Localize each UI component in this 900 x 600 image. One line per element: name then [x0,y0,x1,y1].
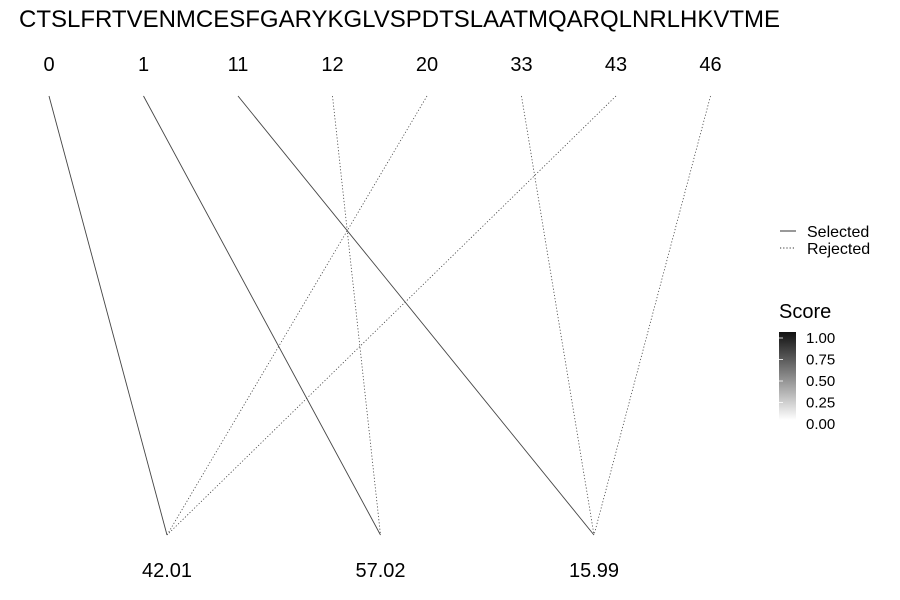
top-position-label: 46 [699,54,721,76]
score-ticks: 1.00 0.75 0.50 0.25 0.00 [779,330,835,433]
links-layer [48,95,711,536]
link-rejected-7 [593,95,711,536]
top-position-label: 12 [321,54,343,76]
link-selected-1 [143,95,381,536]
score-tick-label: 0.75 [806,352,835,369]
score-colorbar [779,332,796,420]
bottom-mass-label: 15.99 [569,560,619,582]
score-tick-label: 1.00 [806,330,835,347]
top-position-label: 43 [605,54,627,76]
link-selected-2 [237,95,595,536]
top-position-label: 20 [416,54,438,76]
peptide-sequence: CTSLFRTVENMCESFGARYKGLVSPDTSLAATMQARQLNR… [19,6,781,33]
bottom-mass-label: 57.02 [355,560,405,582]
top-position-label: 0 [43,54,54,76]
top-position-label: 33 [510,54,532,76]
linetype-legend: Selected Rejected [780,224,870,258]
link-rejected-4 [166,95,428,536]
top-position-labels: 0 1 11 12 20 33 43 46 [43,54,721,76]
score-tick-label: 0.25 [806,395,835,412]
top-position-label: 11 [228,54,249,76]
link-rejected-3 [332,95,381,536]
top-position-label: 1 [138,54,149,76]
legend-rejected-label: Rejected [807,241,870,258]
bottom-mass-label: 42.01 [142,560,192,582]
link-selected-0 [48,95,168,536]
score-legend: Score 1.00 0.75 0.50 0.25 0.00 [779,301,835,433]
bottom-mass-labels: 42.01 57.02 15.99 [142,560,619,582]
link-rejected-5 [521,95,595,536]
link-rejected-6 [166,95,617,536]
score-tick-label: 0.50 [806,373,835,390]
score-legend-title: Score [779,301,831,323]
score-tick-label: 0.00 [806,416,835,433]
legend-selected-label: Selected [807,224,869,241]
